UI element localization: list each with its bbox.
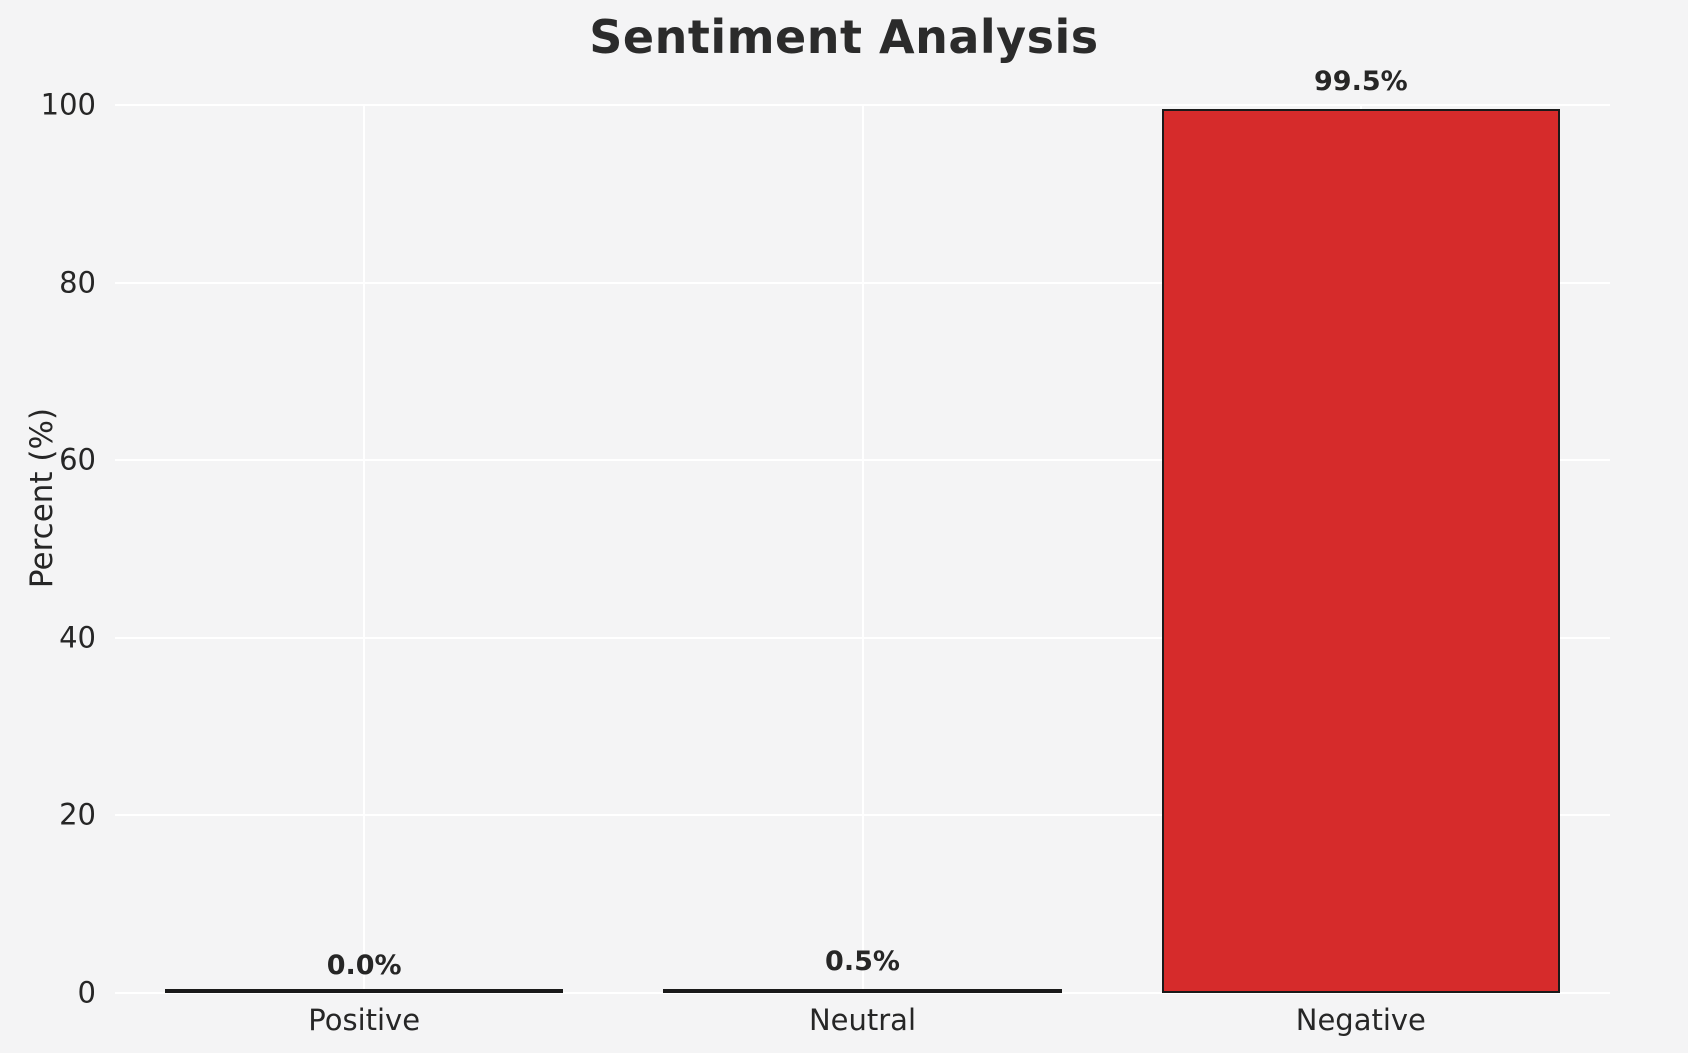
bar-negative [1161,109,1561,993]
v-gridline [861,105,864,993]
bar-positive [164,989,564,993]
bar-value-label: 0.0% [326,950,402,981]
v-gridline [363,105,366,993]
h-gridline [115,992,1610,994]
y-tick-label: 100 [40,87,96,122]
bar-neutral [663,988,1062,993]
bar-value-label: 0.5% [825,945,900,977]
y-axis-label: Percent (%) [24,407,60,589]
x-tick-label: Negative [1295,1003,1426,1037]
bar-value-label: 99.5% [1313,66,1408,98]
y-tick-label: 20 [59,797,96,832]
plot-area [115,104,1610,994]
y-tick-label: 40 [59,620,96,655]
chart-title: Sentiment Analysis [589,10,1099,64]
y-tick-label: 0 [77,975,96,1010]
x-tick-label: Positive [308,1003,421,1037]
y-tick-label: 60 [59,442,96,477]
y-tick-label: 80 [59,264,96,299]
x-tick-label: Neutral [808,1003,917,1037]
